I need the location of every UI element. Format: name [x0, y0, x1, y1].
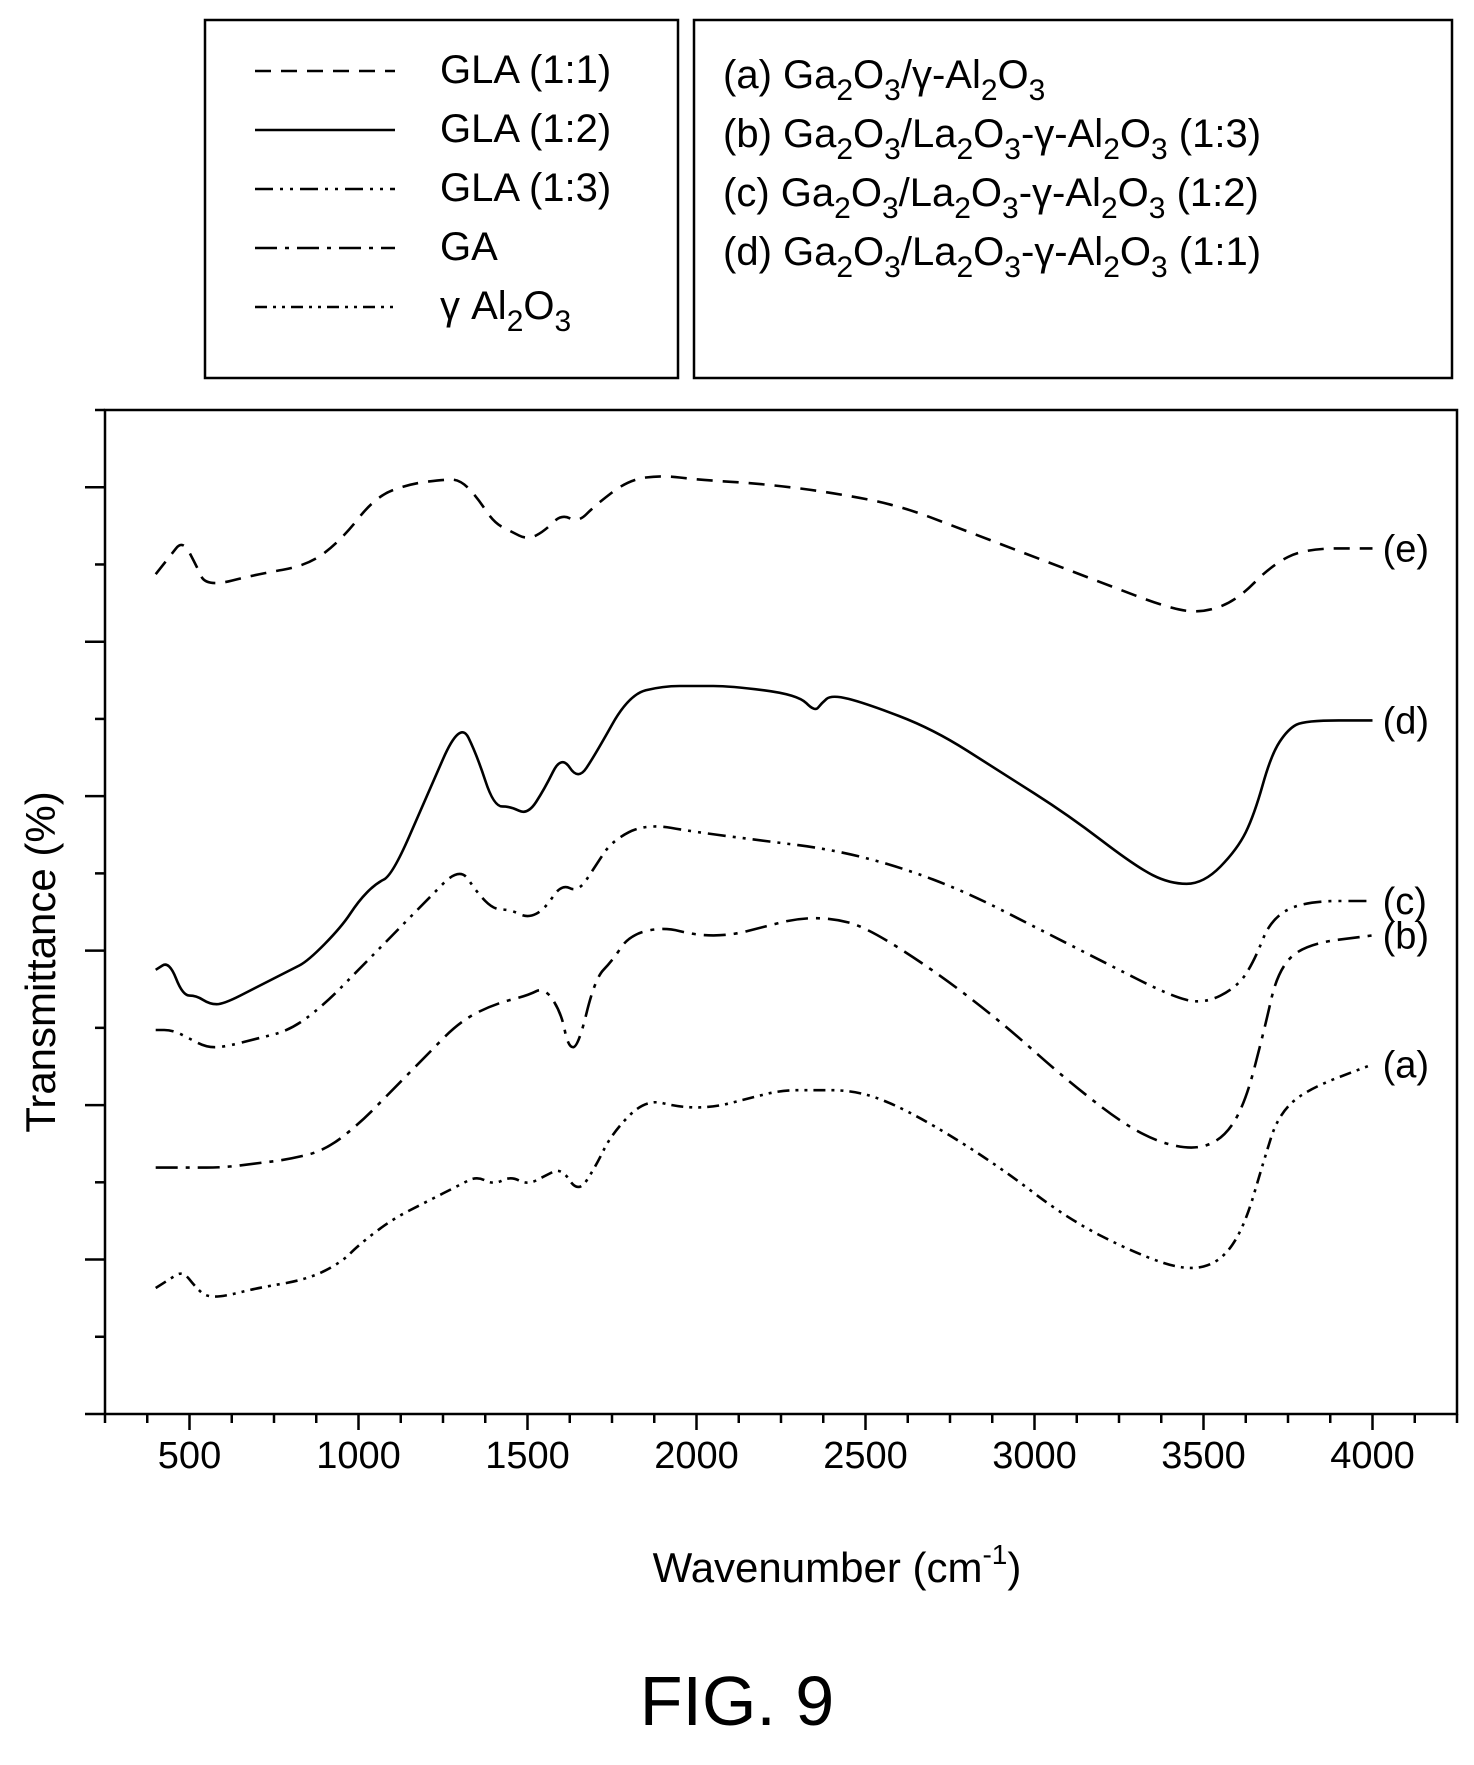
x-tick-label: 1500 — [485, 1435, 570, 1477]
series-line-3 — [155, 916, 1373, 1169]
legend-line-label: GLA (1:3) — [440, 166, 611, 210]
x-tick-label: 2500 — [823, 1435, 908, 1477]
series-label: (b) — [1383, 915, 1429, 957]
series-label: (d) — [1383, 700, 1429, 742]
x-axis-title: Wavenumber (cm-1) — [653, 1539, 1022, 1591]
series-lines — [154, 475, 1373, 1298]
legend-samples: (a) Ga2O3/γ-Al2O3(b) Ga2O3/La2O3-γ-Al2O3… — [692, 18, 1454, 380]
legend-sample-label: (d) Ga2O3/La2O3-γ-Al2O3 (1:1) — [723, 230, 1261, 284]
series-label: (c) — [1383, 881, 1427, 923]
legend-line-styles-frame — [203, 18, 680, 380]
x-tick-label: 3000 — [992, 1435, 1077, 1477]
series-label: (e) — [1383, 528, 1429, 570]
legend-sample-label: (a) Ga2O3/γ-Al2O3 — [723, 53, 1045, 107]
legend-sample-label: (b) Ga2O3/La2O3-γ-Al2O3 (1:3) — [723, 112, 1261, 166]
axis-ticks — [85, 408, 1459, 1430]
legend-line-label: GLA (1:2) — [440, 107, 611, 151]
legend-line-label: GLA (1:1) — [440, 48, 611, 92]
x-tick-label: 2000 — [654, 1435, 739, 1477]
legend-line-styles: GLA (1:1) GLA (1:2) GLA (1:3) GA γ Al2O3 — [203, 18, 680, 380]
figure-caption: FIG. 9 — [640, 1662, 834, 1740]
x-tick-label: 4000 — [1330, 1435, 1415, 1477]
legend-sample-label: (c) Ga2O3/La2O3-γ-Al2O3 (1:2) — [723, 171, 1259, 225]
x-tick-label: 1000 — [316, 1435, 401, 1477]
series-line-2 — [155, 825, 1373, 1049]
x-tick-labels: 500 1000 1500 2000 2500 3000 3500 4000 — [158, 1435, 1415, 1477]
y-axis-title: Transmittance (%) — [17, 791, 64, 1133]
legend-samples-frame — [692, 18, 1454, 380]
series-label: (a) — [1383, 1044, 1429, 1086]
x-tick-label: 500 — [158, 1435, 221, 1477]
legend-line-label: γ Al2O3 — [440, 284, 571, 338]
series-line-1 — [155, 684, 1373, 1006]
series-labels: (e) (d) (c)(b) (a) — [1383, 528, 1429, 1086]
x-tick-label: 3500 — [1161, 1435, 1246, 1477]
legend-line-label: GA — [440, 225, 498, 269]
series-line-0 — [154, 475, 1373, 613]
series-line-4 — [155, 1063, 1373, 1298]
plot-frame — [103, 408, 1459, 1416]
